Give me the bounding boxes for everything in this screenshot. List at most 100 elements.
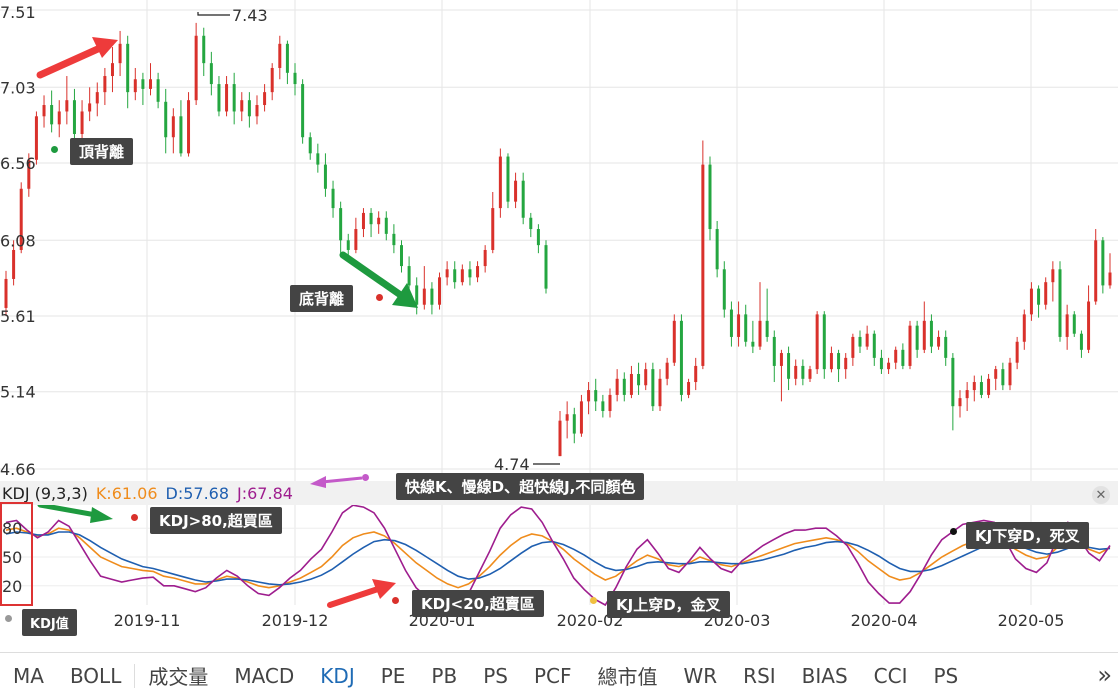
close-icon[interactable]: ✕ bbox=[1092, 486, 1110, 504]
tab-wr[interactable]: WR bbox=[683, 663, 718, 688]
candle-body bbox=[285, 43, 289, 73]
candle-body bbox=[865, 333, 869, 347]
candle-body bbox=[65, 100, 69, 112]
tab-rsi[interactable]: RSI bbox=[743, 663, 776, 688]
overbought-arrow bbox=[37, 505, 113, 523]
tab-pb[interactable]: PB bbox=[431, 663, 458, 688]
candle-body bbox=[1101, 240, 1105, 286]
candle-body bbox=[958, 398, 962, 407]
golden-cross-callout: KJ上穿D，金叉 bbox=[607, 591, 730, 618]
candle-body bbox=[103, 76, 107, 93]
candle-body bbox=[815, 314, 819, 370]
candle-body bbox=[1015, 341, 1019, 363]
oversold-callout: KDJ<20,超賣區 bbox=[412, 590, 544, 617]
candle-body bbox=[316, 153, 320, 165]
candle-body bbox=[737, 314, 741, 337]
candle-body bbox=[872, 333, 876, 358]
candle-body bbox=[301, 84, 305, 138]
tab-ps[interactable]: PS bbox=[933, 663, 959, 688]
candle-body bbox=[929, 320, 933, 347]
price-y-tick: 4.66 bbox=[0, 460, 36, 479]
tab-pe[interactable]: PE bbox=[380, 663, 406, 688]
overbought-callout: KDJ>80,超買區 bbox=[150, 507, 282, 534]
candle-body bbox=[217, 84, 221, 112]
indicator-tab-bar: MA BOLL 成交量 MACD KDJ PE PB PS PCF 總市值 WR RSI BIAS CCI… bbox=[0, 652, 1118, 698]
top-divergence-callout: 頂背離 bbox=[70, 138, 134, 165]
candle-body bbox=[672, 320, 676, 363]
candle-body bbox=[80, 111, 84, 135]
candle-body bbox=[1079, 333, 1083, 350]
golden-cross-dot bbox=[590, 597, 597, 604]
candle-body bbox=[323, 164, 327, 189]
candle-body bbox=[922, 320, 926, 350]
candle-body bbox=[399, 245, 403, 267]
candle-body bbox=[415, 285, 419, 305]
candle-body bbox=[361, 212, 365, 230]
candle-body bbox=[1037, 288, 1041, 305]
candle-body bbox=[794, 365, 798, 379]
bottom-divergence-dot bbox=[376, 294, 383, 301]
tab-kdj[interactable]: KDJ bbox=[320, 663, 355, 688]
candle-body bbox=[679, 320, 683, 395]
low-marker: 4.74 bbox=[494, 455, 560, 474]
candle-body bbox=[965, 390, 969, 399]
candle-body bbox=[491, 208, 495, 250]
candle-body bbox=[126, 43, 130, 93]
price-y-tick: 6.56 bbox=[0, 154, 36, 173]
candle-body bbox=[558, 420, 562, 457]
candle-body bbox=[901, 349, 905, 366]
candle-body bbox=[19, 188, 23, 250]
candle-body bbox=[369, 212, 373, 225]
candle-body bbox=[1044, 282, 1048, 305]
candle-body bbox=[392, 233, 396, 246]
candle-body bbox=[1008, 362, 1012, 386]
candle-body bbox=[808, 369, 812, 379]
tab-ps[interactable]: PS bbox=[483, 663, 508, 688]
tab-macd[interactable]: MACD bbox=[234, 663, 295, 688]
tab-pcf[interactable]: PCF bbox=[533, 663, 572, 688]
kdj-y-tick: 50 bbox=[2, 548, 22, 567]
candle-body bbox=[498, 156, 502, 209]
candle-body bbox=[1072, 314, 1076, 334]
tab-成交量[interactable]: 成交量 bbox=[148, 665, 209, 689]
candle-body bbox=[468, 269, 472, 278]
candle-body bbox=[232, 84, 236, 112]
kdj-value-callout: KDJ值 bbox=[22, 609, 77, 636]
candle-body bbox=[445, 269, 449, 278]
candle-body bbox=[422, 288, 426, 305]
tab-ma[interactable]: MA bbox=[13, 663, 44, 688]
candle-body bbox=[887, 362, 891, 370]
candle-body bbox=[594, 390, 598, 402]
tab-cci[interactable]: CCI bbox=[873, 663, 908, 688]
candle-body bbox=[608, 394, 612, 412]
high-marker: 7.43 bbox=[197, 6, 268, 25]
candle-body bbox=[331, 188, 335, 209]
chevron-double-right-icon[interactable]: » bbox=[1097, 661, 1112, 689]
tab-總市值[interactable]: 總市值 bbox=[597, 665, 658, 689]
candle-body bbox=[202, 35, 206, 64]
candle-body bbox=[110, 63, 114, 77]
candle-body bbox=[787, 353, 791, 379]
tab-boll[interactable]: BOLL bbox=[57, 663, 136, 688]
price-y-tick: 5.61 bbox=[0, 307, 36, 326]
kdj-value-dot bbox=[5, 615, 12, 622]
candle-body bbox=[622, 378, 626, 395]
candle-body bbox=[42, 105, 46, 117]
kdj-j-value: J:67.84 bbox=[237, 483, 293, 503]
candle-body bbox=[384, 217, 388, 234]
candle-body bbox=[88, 103, 92, 112]
tab-bias[interactable]: BIAS bbox=[801, 663, 848, 688]
candle-body bbox=[858, 336, 862, 347]
x-tick-label: 2019-12 bbox=[262, 611, 329, 630]
candle-body bbox=[72, 100, 76, 135]
candle-body bbox=[4, 278, 8, 308]
candle-body bbox=[293, 72, 297, 85]
price-y-tick: 5.14 bbox=[0, 383, 36, 402]
candle-body bbox=[194, 35, 198, 101]
candle-body bbox=[822, 314, 826, 370]
candle-body bbox=[972, 382, 976, 391]
price-y-tick: 7.03 bbox=[0, 78, 36, 97]
candle-body bbox=[506, 156, 510, 202]
candle-body bbox=[837, 353, 841, 370]
candle-body bbox=[164, 101, 168, 138]
